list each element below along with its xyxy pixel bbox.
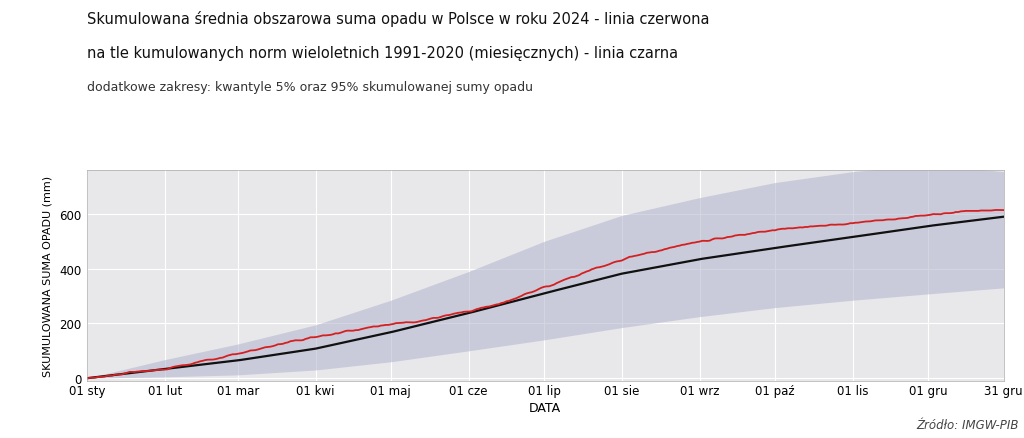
Text: Skumulowana średnia obszarowa suma opadu w Polsce w roku 2024 - linia czerwona: Skumulowana średnia obszarowa suma opadu…: [87, 11, 710, 27]
Y-axis label: SKUMULOWANA SUMA OPADU (mm): SKUMULOWANA SUMA OPADU (mm): [42, 176, 52, 376]
Text: dodatkowe zakresy: kwantyle 5% oraz 95% skumulowanej sumy opadu: dodatkowe zakresy: kwantyle 5% oraz 95% …: [87, 81, 534, 94]
Text: Źródło: IMGW-PIB: Źródło: IMGW-PIB: [916, 418, 1019, 431]
X-axis label: DATA: DATA: [529, 401, 561, 414]
Text: na tle kumulowanych norm wieloletnich 1991-2020 (miesięcznych) - linia czarna: na tle kumulowanych norm wieloletnich 19…: [87, 46, 678, 61]
